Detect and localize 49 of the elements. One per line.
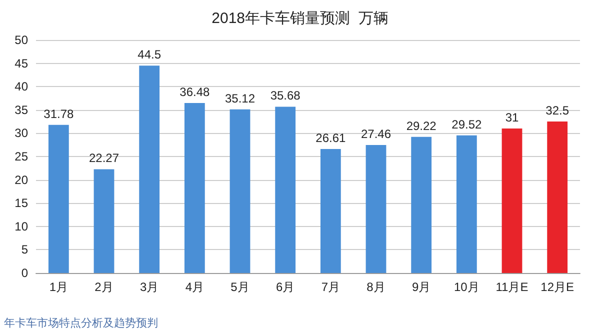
- x-tick-label: 8月: [366, 280, 386, 294]
- text: 年卡车市场特点分析及趋势预判: [4, 316, 158, 330]
- x-tick-label: 3月: [140, 280, 159, 294]
- data-label: 31: [505, 110, 519, 125]
- y-tick-label: 10: [14, 219, 28, 234]
- data-label: 22.27: [88, 151, 120, 166]
- y-tick-label: 15: [14, 196, 28, 210]
- x-tick-label: 2月: [94, 280, 114, 294]
- x-tick-label: 6月: [276, 280, 295, 294]
- data-label: 29.22: [406, 118, 437, 133]
- y-tick-label: 50: [14, 33, 28, 47]
- y-tick-label: 5: [21, 242, 28, 257]
- y-tick-label: 25: [14, 150, 28, 164]
- bar: [230, 109, 250, 273]
- data-label: 32.5: [546, 104, 570, 118]
- x-tick-label: 11月E: [496, 280, 528, 294]
- bar: [366, 145, 386, 273]
- x-tick-label: 4月: [185, 280, 204, 294]
- bar: [411, 136, 432, 273]
- bar: [184, 103, 205, 273]
- data-label: 26.61: [316, 130, 346, 145]
- bar: [456, 135, 477, 273]
- data-label: 31.78: [44, 106, 74, 121]
- bar: [502, 128, 522, 273]
- x-tick-label: 10月: [454, 280, 480, 294]
- x-tick-label: 5月: [230, 280, 250, 294]
- data-label: 44.5: [138, 48, 162, 62]
- bar: [275, 106, 296, 273]
- x-tick-label: 7月: [321, 280, 340, 294]
- y-tick-label: 30: [14, 126, 28, 140]
- y-tick-label: 45: [14, 56, 28, 70]
- bar: [139, 66, 160, 273]
- y-tick-label: 20: [14, 172, 28, 187]
- data-label: 29.52: [452, 117, 482, 132]
- data-label: 36.48: [180, 85, 210, 100]
- x-tick-label: 12月E: [540, 280, 574, 294]
- x-tick-label: 9月: [412, 280, 431, 294]
- chart-title: 2018年卡车销量预测 万辆: [212, 10, 388, 27]
- y-tick-label: 0: [21, 266, 28, 280]
- bar: [320, 148, 341, 273]
- y-tick-label: 35: [14, 102, 28, 117]
- data-label: 35.12: [224, 91, 256, 106]
- bar: [94, 169, 114, 273]
- data-label: 35.68: [270, 88, 301, 103]
- bar: [48, 124, 69, 273]
- bar: [547, 122, 568, 273]
- y-tick-label: 40: [14, 80, 28, 94]
- data-label: 27.46: [360, 127, 392, 142]
- x-tick-label: 1月: [49, 280, 68, 294]
